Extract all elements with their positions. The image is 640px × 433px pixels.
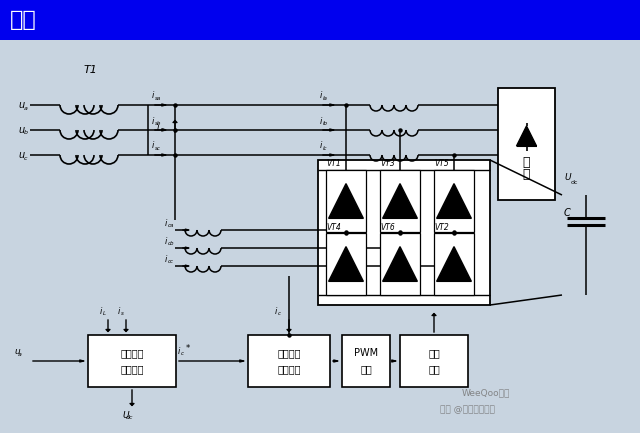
Text: 指令电流: 指令电流	[120, 348, 144, 358]
Text: lc: lc	[323, 146, 328, 151]
Text: i: i	[157, 123, 159, 132]
Text: i: i	[152, 116, 154, 126]
Bar	[434, 170, 474, 232]
Text: la: la	[323, 96, 328, 101]
Bar	[88, 335, 176, 387]
Bar	[0, 0, 640, 40]
Text: c: c	[278, 311, 281, 316]
Text: a: a	[24, 106, 28, 110]
Bar	[380, 233, 420, 295]
Text: c: c	[24, 155, 28, 161]
Text: VT1: VT1	[326, 159, 340, 168]
Text: a: a	[17, 352, 21, 357]
Text: 负: 负	[523, 155, 531, 168]
Text: C: C	[564, 207, 571, 217]
Polygon shape	[436, 184, 471, 218]
Text: 电流限幅: 电流限幅	[277, 348, 301, 358]
Text: U: U	[564, 174, 571, 182]
Text: 头条 @技成电工课堂: 头条 @技成电工课堂	[440, 405, 495, 414]
Bar	[434, 233, 474, 295]
Text: c: c	[181, 351, 184, 356]
Text: 驱动: 驱动	[428, 348, 440, 358]
Text: cc: cc	[168, 259, 174, 264]
Bar	[248, 335, 330, 387]
Text: u: u	[18, 100, 24, 110]
Text: 控制电路: 控制电路	[277, 364, 301, 374]
Text: i: i	[275, 307, 277, 316]
Text: i: i	[100, 307, 102, 316]
Bar	[318, 160, 490, 305]
Text: c: c	[161, 127, 164, 132]
Text: VT2: VT2	[434, 223, 449, 232]
Text: b: b	[24, 130, 28, 136]
Text: u: u	[18, 150, 24, 160]
Text: cb: cb	[168, 241, 175, 246]
Polygon shape	[516, 126, 536, 146]
Polygon shape	[329, 184, 364, 218]
Text: sb: sb	[155, 121, 161, 126]
Text: dc: dc	[571, 180, 579, 184]
Text: s: s	[121, 311, 124, 316]
Text: i: i	[178, 346, 180, 355]
Text: i: i	[320, 142, 323, 151]
Text: u: u	[14, 348, 20, 356]
Text: u: u	[18, 125, 24, 135]
Text: i: i	[165, 236, 168, 246]
Polygon shape	[383, 247, 417, 281]
Text: WeeQoo维库: WeeQoo维库	[462, 388, 510, 397]
Text: VT4: VT4	[326, 223, 340, 232]
Text: ca: ca	[168, 223, 175, 228]
Bar	[400, 335, 468, 387]
Text: dc: dc	[125, 415, 132, 420]
Text: L: L	[103, 311, 106, 316]
Text: 运算电路: 运算电路	[120, 364, 144, 374]
Text: T1: T1	[84, 65, 98, 75]
Text: lb: lb	[323, 121, 328, 126]
Text: VT3: VT3	[380, 159, 395, 168]
Bar	[380, 170, 420, 232]
Text: VT6: VT6	[380, 223, 395, 232]
Polygon shape	[329, 247, 364, 281]
Text: i: i	[165, 255, 168, 264]
Polygon shape	[383, 184, 417, 218]
Text: PWM: PWM	[354, 348, 378, 358]
Text: 载: 载	[523, 168, 531, 181]
Text: i: i	[320, 91, 323, 100]
Polygon shape	[436, 247, 471, 281]
Text: i: i	[152, 142, 154, 151]
Text: i: i	[152, 91, 154, 100]
Bar	[342, 335, 390, 387]
Text: 电路: 电路	[428, 364, 440, 374]
Text: sa: sa	[155, 96, 161, 101]
Text: i: i	[165, 219, 168, 227]
Text: VT5: VT5	[434, 159, 449, 168]
Text: *: *	[186, 345, 190, 353]
Text: sc: sc	[155, 146, 161, 151]
Text: 谐波: 谐波	[10, 10, 36, 30]
Text: 信号: 信号	[360, 364, 372, 374]
Text: i: i	[118, 307, 120, 316]
Bar	[326, 233, 366, 295]
Bar	[326, 170, 366, 232]
Text: U: U	[122, 410, 129, 420]
Text: i: i	[320, 116, 323, 126]
Bar	[498, 88, 555, 200]
